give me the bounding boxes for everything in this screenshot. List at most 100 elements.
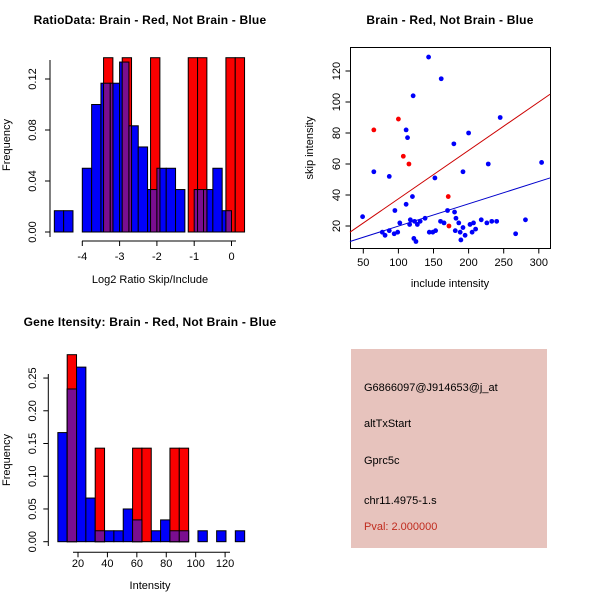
scatter-point-blue [471, 220, 476, 226]
y-tick-label: 40 [331, 189, 343, 201]
scatter-point-blue [413, 239, 419, 244]
y-tick-label: 0.12 [27, 68, 39, 89]
scatter-point-blue [397, 220, 403, 226]
x-tick-label: 20 [72, 558, 84, 570]
x-tick-label: 150 [424, 257, 442, 269]
scatter-point-blue [523, 217, 528, 223]
scatter-point-blue [497, 115, 503, 120]
scatter-point-blue [513, 231, 519, 237]
hist-bar-blue [212, 167, 223, 233]
x-tick-label: 80 [160, 558, 172, 570]
hist-bar-red [169, 447, 180, 543]
scatter-point-blue [382, 232, 388, 238]
hist-bar-blue [104, 530, 115, 543]
ratio-histogram-panel: -4 -3 -2 -1 0 0.00 0.04 0.08 0.12 RatioData: Bra… [0, 0, 300, 300]
y-tick-label: 0.20 [27, 400, 39, 421]
scatter-point-blue [386, 228, 392, 234]
hist-bar-blue [76, 366, 87, 543]
scatter-point-blue [460, 225, 466, 230]
scatter-point-blue [432, 175, 438, 181]
x-tick-label: 100 [187, 558, 205, 570]
scatter-point-blue [469, 229, 475, 235]
scatter-point-blue [460, 169, 466, 175]
probe-id-text: G6866097@J914653@j_at [364, 382, 498, 394]
scatter-point-blue [478, 217, 484, 223]
event-type-text: altTxStart [364, 418, 412, 430]
scatter-point-blue [422, 215, 428, 221]
hist-bar-red [178, 447, 190, 543]
scatter-plot: 50 100 150 200 250 300 20 40 60 80 100 120 [331, 47, 551, 269]
scatter-point-blue [484, 220, 490, 226]
scatter-point-red [445, 194, 451, 199]
scatter-point-red [400, 153, 406, 159]
x-tick-label: 40 [101, 558, 113, 570]
gene-histogram-xlabel: Intensity [129, 580, 171, 592]
scatter-point-blue [410, 93, 416, 99]
scatter-point-blue [360, 214, 365, 220]
scatter-point-blue [466, 130, 471, 136]
scatter-point-blue [462, 232, 468, 238]
x-tick-label: -3 [115, 251, 125, 263]
scatter-point-blue [473, 226, 479, 232]
scatter-point-blue [410, 194, 415, 199]
scatter-panel: 50 100 150 200 250 300 20 40 60 80 100 120 Brain - … [300, 0, 600, 300]
plot-box [350, 47, 551, 249]
scatter-point-red [371, 127, 377, 133]
hist-bar-overlap [197, 189, 205, 233]
ratio-histogram-ylabel: Frequency [1, 119, 13, 171]
scatter-point-blue [371, 169, 377, 175]
scatter-point-blue [433, 228, 439, 234]
y-tick-label: 0.00 [27, 221, 39, 242]
hist-bar-red [141, 447, 152, 543]
scatter-point-blue [458, 237, 464, 243]
hist-bar-overlap [121, 61, 130, 233]
hist-bar-blue [234, 530, 246, 543]
hist-bar-blue [175, 189, 186, 233]
x-tick-label: 250 [495, 257, 513, 269]
hist-bar-overlap [225, 210, 232, 233]
y-tick-label: 100 [331, 93, 343, 111]
scatter-point-blue [457, 229, 463, 235]
x-tick-label: 60 [131, 558, 143, 570]
gene-name-text: Gprc5c [364, 455, 400, 467]
hist-bar-blue [81, 167, 93, 233]
y-tick-label: 0.10 [27, 466, 39, 487]
scatter-point-red [396, 116, 401, 122]
hist-bar-overlap [150, 189, 158, 233]
y-tick-label: 120 [331, 62, 343, 80]
location-text: chr11.4975-1.s [364, 495, 437, 507]
ratio-histogram-plot: -4 -3 -2 -1 0 0.00 0.04 0.08 0.12 [27, 57, 246, 263]
scatter-point-blue [392, 208, 398, 213]
scatter-point-blue [412, 218, 417, 224]
y-tick-label: 0.00 [27, 531, 39, 552]
hist-bar-overlap [94, 530, 106, 543]
y-tick-label: 0.15 [27, 433, 39, 454]
scatter-point-blue [386, 174, 392, 179]
scatter-point-blue [414, 222, 420, 227]
y-tick-label: 80 [331, 127, 343, 139]
scatter-ylabel: skip intensity [304, 116, 316, 180]
hist-bar-blue [165, 167, 177, 233]
scatter-point-blue [445, 208, 450, 213]
scatter-point-red [406, 161, 412, 167]
hist-bar-blue [57, 432, 68, 543]
brain-regression-line [349, 93, 551, 233]
gene-histogram-plot: 20 40 60 80 100 120 0.00 0.05 0.10 0.15 0.20 0.25 [27, 354, 246, 570]
hist-bar-overlap [109, 82, 114, 233]
gene-histogram-panel: 20 40 60 80 100 120 0.00 0.05 0.10 0.15 0.20 0.25 G… [0, 300, 300, 600]
x-tick-label: 50 [357, 257, 369, 269]
scatter-point-red [446, 223, 452, 229]
hist-bar-blue [85, 497, 96, 543]
hist-bar-overlap [203, 189, 208, 233]
hist-bar-blue [91, 104, 102, 233]
x-tick-label: 120 [216, 558, 234, 570]
scatter-point-blue [405, 135, 410, 141]
hist-bar-overlap [103, 82, 111, 233]
hist-bar-overlap [169, 530, 180, 543]
ratio-histogram-xlabel: Log2 Ratio Skip/Include [91, 274, 209, 286]
y-tick-label: 0.25 [27, 367, 39, 388]
hist-bar-red [225, 57, 236, 233]
x-tick-label: 200 [459, 257, 477, 269]
hist-bar-overlap [128, 125, 133, 233]
